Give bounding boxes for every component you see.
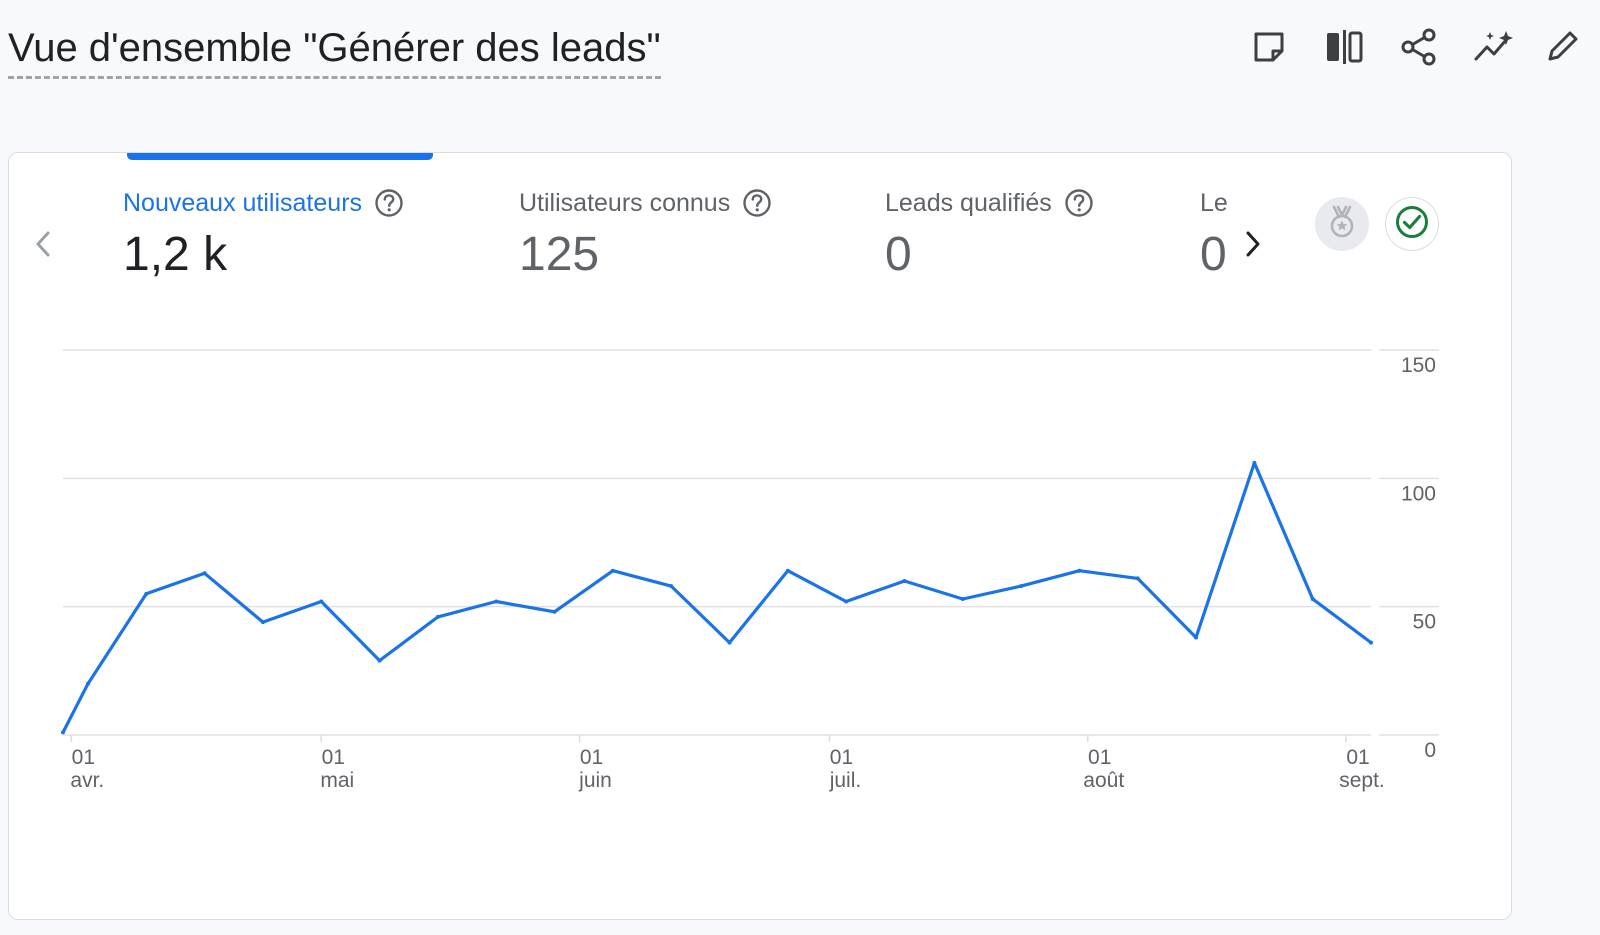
next-metrics-button[interactable] <box>1235 228 1271 264</box>
data-point <box>1077 568 1082 573</box>
note-button[interactable] <box>1244 22 1294 72</box>
overview-card: Nouveaux utilisateurs 1,2 k Utilisateurs… <box>8 152 1512 920</box>
page-title[interactable]: Vue d'ensemble "Générer des leads" <box>8 24 661 79</box>
data-point <box>960 596 965 601</box>
data-point <box>1194 635 1199 640</box>
data-point <box>377 658 382 663</box>
compare-icon <box>1324 29 1364 65</box>
metric-tab-qualified-leads[interactable]: Leads qualifiés 0 <box>885 183 1185 303</box>
insights-button[interactable] <box>1469 22 1519 72</box>
share-icon <box>1400 28 1438 66</box>
data-point <box>669 584 674 589</box>
metric-value: 125 <box>519 228 600 281</box>
data-point <box>435 614 440 619</box>
insights-icon <box>1473 29 1515 65</box>
data-quality-badge[interactable] <box>1385 197 1439 251</box>
x-tick-month-label: sept. <box>1339 769 1385 792</box>
x-tick-month-label: juil. <box>829 769 862 792</box>
series-line <box>61 461 1373 735</box>
x-tick-month-label: août <box>1083 769 1124 792</box>
active-tab-indicator <box>127 153 433 160</box>
metric-label: Leads qualifiés <box>885 188 1052 217</box>
data-point <box>844 599 849 604</box>
y-tick-label: 100 <box>1401 482 1436 505</box>
data-point <box>144 591 149 596</box>
x-tick-day-label: 01 <box>322 746 345 769</box>
edit-icon <box>1544 29 1584 65</box>
data-point <box>260 620 265 625</box>
x-tick-day-label: 01 <box>830 746 853 769</box>
edit-button[interactable] <box>1544 22 1600 72</box>
data-point <box>1019 584 1024 589</box>
metric-tab-new-users[interactable]: Nouveaux utilisateurs 1,2 k <box>123 183 493 303</box>
y-tick-label: 150 <box>1401 354 1436 377</box>
data-point <box>202 571 207 576</box>
note-icon <box>1251 29 1287 65</box>
data-point <box>902 579 907 583</box>
x-tick-month-label: juin <box>578 769 612 792</box>
medal-icon <box>1325 205 1359 244</box>
data-point <box>785 568 790 573</box>
compare-button[interactable] <box>1319 22 1369 72</box>
y-tick-label: 0 <box>1424 739 1436 762</box>
data-point <box>1369 640 1373 645</box>
x-tick-month-label: avr. <box>70 769 104 792</box>
share-button[interactable] <box>1394 22 1444 72</box>
data-point <box>610 568 615 573</box>
x-tick-day-label: 01 <box>1346 746 1369 769</box>
chevron-right-icon <box>1241 229 1265 264</box>
x-tick-day-label: 01 <box>580 746 603 769</box>
data-point <box>61 730 65 735</box>
line-chart: 05010015001avr.01mai01juin01juil.01août0… <box>61 349 1439 792</box>
data-point <box>552 609 557 614</box>
data-point <box>319 599 324 604</box>
data-point <box>85 681 90 686</box>
help-icon[interactable] <box>374 188 404 218</box>
metric-tab-leads[interactable]: Leads 0 <box>1200 183 1229 303</box>
help-icon[interactable] <box>1064 188 1094 218</box>
metric-label: Utilisateurs connus <box>519 188 731 217</box>
x-tick-day-label: 01 <box>1088 746 1111 769</box>
metric-tab-known-users[interactable]: Utilisateurs connus 125 <box>519 183 859 303</box>
data-point <box>1310 596 1315 601</box>
metric-value: 0 <box>1200 228 1227 281</box>
metric-tabs: Nouveaux utilisateurs 1,2 k Utilisateurs… <box>109 183 1229 303</box>
previous-metrics-button[interactable] <box>25 228 61 264</box>
insights-badge[interactable] <box>1315 197 1369 251</box>
data-point <box>727 640 732 645</box>
x-tick-month-label: mai <box>320 769 354 792</box>
metric-value: 0 <box>885 228 912 281</box>
data-point <box>1135 576 1140 581</box>
metric-value: 1,2 k <box>123 228 228 281</box>
x-tick-day-label: 01 <box>72 746 95 769</box>
chevron-left-icon <box>31 229 55 264</box>
data-point <box>494 599 499 604</box>
metric-label: Nouveaux utilisateurs <box>123 188 363 217</box>
check-circle-icon <box>1394 204 1430 245</box>
help-icon[interactable] <box>742 188 772 218</box>
y-tick-label: 50 <box>1413 611 1436 634</box>
data-point <box>1252 460 1257 465</box>
metric-label: Leads <box>1200 188 1229 217</box>
